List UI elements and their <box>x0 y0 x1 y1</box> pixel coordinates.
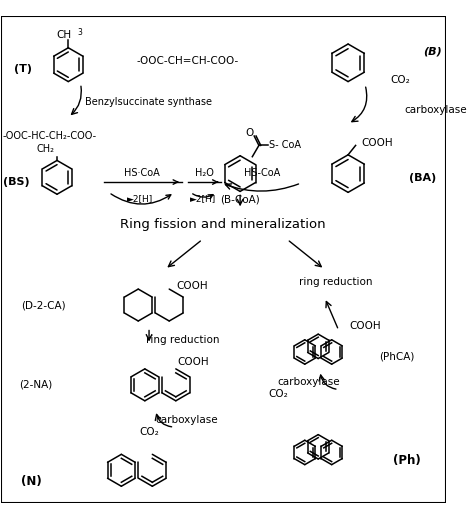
Text: carboxylase: carboxylase <box>155 415 218 425</box>
Text: COOH: COOH <box>176 281 208 291</box>
Text: (D-2-CA): (D-2-CA) <box>21 300 66 310</box>
Text: ring reduction: ring reduction <box>146 335 220 345</box>
Text: (2-NA): (2-NA) <box>19 380 53 390</box>
Text: (B-CoA): (B-CoA) <box>220 195 260 205</box>
Text: Benzylsuccinate synthase: Benzylsuccinate synthase <box>85 97 212 107</box>
Text: (PhCA): (PhCA) <box>379 352 414 362</box>
Text: (B): (B) <box>423 47 442 57</box>
Text: (Ph): (Ph) <box>393 455 421 468</box>
Text: ring reduction: ring reduction <box>299 277 373 286</box>
Text: (BS): (BS) <box>2 177 29 187</box>
Text: (N): (N) <box>21 475 42 488</box>
Text: -OOC-HC-CH₂-COO-: -OOC-HC-CH₂-COO- <box>2 131 97 141</box>
Text: COOH: COOH <box>349 321 381 331</box>
Text: -OOC-CH=CH-COO-: -OOC-CH=CH-COO- <box>137 56 239 66</box>
Text: H₂O: H₂O <box>195 168 214 177</box>
Text: CO₂: CO₂ <box>140 427 159 437</box>
Text: CH₂: CH₂ <box>36 144 55 154</box>
Text: CO₂: CO₂ <box>268 389 288 399</box>
Text: carboxylase: carboxylase <box>404 105 467 115</box>
Text: HS·CoA: HS·CoA <box>124 168 159 177</box>
Text: COOH: COOH <box>361 138 393 147</box>
Text: 3: 3 <box>78 28 82 37</box>
Text: Ring fission and mineralization: Ring fission and mineralization <box>120 218 326 231</box>
Text: CO₂: CO₂ <box>391 75 410 85</box>
Text: ►2[H]: ►2[H] <box>127 195 153 203</box>
Text: HS-CoA: HS-CoA <box>244 168 280 177</box>
Text: O: O <box>246 128 254 138</box>
Text: (BA): (BA) <box>409 173 437 183</box>
Text: COOH: COOH <box>177 357 209 367</box>
Text: carboxylase: carboxylase <box>278 377 340 387</box>
Text: (T): (T) <box>14 64 32 74</box>
Text: S- CoA: S- CoA <box>269 141 301 151</box>
Text: CH: CH <box>56 30 71 39</box>
Text: ►2[H]: ►2[H] <box>191 195 217 203</box>
